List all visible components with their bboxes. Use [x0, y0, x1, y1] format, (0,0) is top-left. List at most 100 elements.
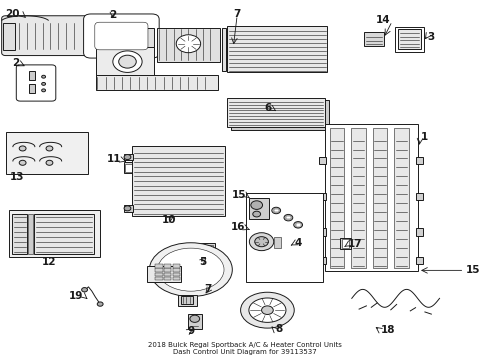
Bar — [415, 193, 423, 200]
Bar — [157, 28, 220, 62]
Bar — [319, 228, 326, 235]
Bar — [163, 268, 171, 272]
Bar — [96, 28, 154, 47]
Bar — [181, 296, 193, 304]
Bar — [329, 128, 344, 268]
Text: 7: 7 — [233, 9, 241, 19]
Bar — [28, 214, 33, 253]
Bar — [341, 239, 348, 248]
Bar — [96, 75, 217, 90]
Bar — [147, 266, 181, 282]
Bar — [155, 273, 162, 276]
Text: 15: 15 — [231, 190, 245, 200]
Circle shape — [19, 160, 26, 165]
Bar — [29, 84, 35, 93]
Bar — [9, 211, 100, 257]
Bar — [231, 100, 328, 130]
Bar — [393, 128, 408, 268]
Bar — [325, 125, 417, 271]
Bar — [285, 216, 290, 220]
Text: 16: 16 — [230, 222, 245, 232]
Bar — [394, 27, 423, 51]
Bar — [295, 223, 300, 226]
Bar — [123, 205, 133, 212]
Bar — [273, 237, 281, 248]
Circle shape — [176, 35, 200, 53]
Circle shape — [46, 160, 53, 165]
Circle shape — [97, 302, 103, 306]
Bar — [163, 277, 171, 280]
Circle shape — [293, 222, 302, 228]
Circle shape — [41, 89, 45, 92]
Bar — [29, 71, 35, 80]
Text: 2: 2 — [12, 58, 19, 68]
Text: 20: 20 — [5, 9, 20, 19]
Bar — [364, 32, 383, 46]
Bar — [12, 214, 27, 253]
Text: 18: 18 — [380, 325, 395, 334]
Text: 17: 17 — [347, 239, 362, 249]
Bar — [415, 157, 423, 164]
Text: 9: 9 — [187, 326, 194, 336]
Bar — [3, 23, 15, 50]
Bar — [227, 26, 327, 72]
Text: 11: 11 — [107, 154, 122, 164]
Bar — [277, 235, 296, 249]
Bar — [96, 46, 154, 76]
Text: 12: 12 — [42, 257, 57, 267]
Text: 2: 2 — [109, 10, 116, 20]
Circle shape — [81, 288, 87, 292]
Text: 2018 Buick Regal Sportback A/C & Heater Control Units
Dash Control Unit Diagram : 2018 Buick Regal Sportback A/C & Heater … — [147, 342, 341, 355]
Circle shape — [124, 154, 131, 159]
Bar — [319, 193, 326, 200]
Bar — [155, 277, 162, 280]
Bar — [415, 257, 423, 264]
Text: 1: 1 — [420, 132, 427, 142]
Circle shape — [41, 75, 45, 78]
Bar — [249, 198, 268, 220]
Text: 15: 15 — [465, 265, 479, 275]
Circle shape — [284, 215, 292, 221]
Bar — [200, 243, 215, 258]
Bar — [319, 257, 326, 264]
Circle shape — [228, 49, 238, 56]
Text: 6: 6 — [264, 103, 271, 113]
Bar — [319, 157, 326, 164]
Circle shape — [19, 146, 26, 151]
Ellipse shape — [248, 298, 285, 322]
Text: 7: 7 — [204, 284, 212, 294]
Circle shape — [249, 233, 273, 251]
Bar — [225, 47, 240, 62]
Bar — [172, 268, 180, 272]
FancyBboxPatch shape — [95, 22, 148, 50]
Bar — [34, 214, 94, 253]
Circle shape — [46, 146, 53, 151]
Bar — [172, 264, 180, 267]
FancyBboxPatch shape — [16, 65, 56, 101]
Circle shape — [189, 315, 199, 322]
Circle shape — [261, 306, 273, 315]
Bar — [123, 154, 133, 160]
FancyBboxPatch shape — [1, 16, 90, 55]
Ellipse shape — [240, 292, 294, 328]
Bar — [202, 245, 213, 256]
Bar — [172, 277, 180, 280]
Text: 14: 14 — [375, 15, 390, 26]
Bar — [415, 228, 423, 235]
Bar — [350, 128, 365, 268]
Circle shape — [113, 51, 142, 72]
Bar — [227, 98, 325, 127]
Bar — [372, 128, 386, 268]
Bar — [163, 273, 171, 276]
Text: 8: 8 — [275, 324, 283, 334]
Bar — [339, 238, 350, 249]
Circle shape — [119, 55, 136, 68]
Bar — [177, 295, 197, 306]
Bar — [163, 264, 171, 267]
Text: 13: 13 — [9, 172, 24, 182]
Ellipse shape — [279, 239, 289, 246]
Ellipse shape — [158, 248, 224, 291]
Bar — [172, 273, 180, 276]
Bar — [123, 162, 134, 173]
Ellipse shape — [149, 243, 232, 297]
